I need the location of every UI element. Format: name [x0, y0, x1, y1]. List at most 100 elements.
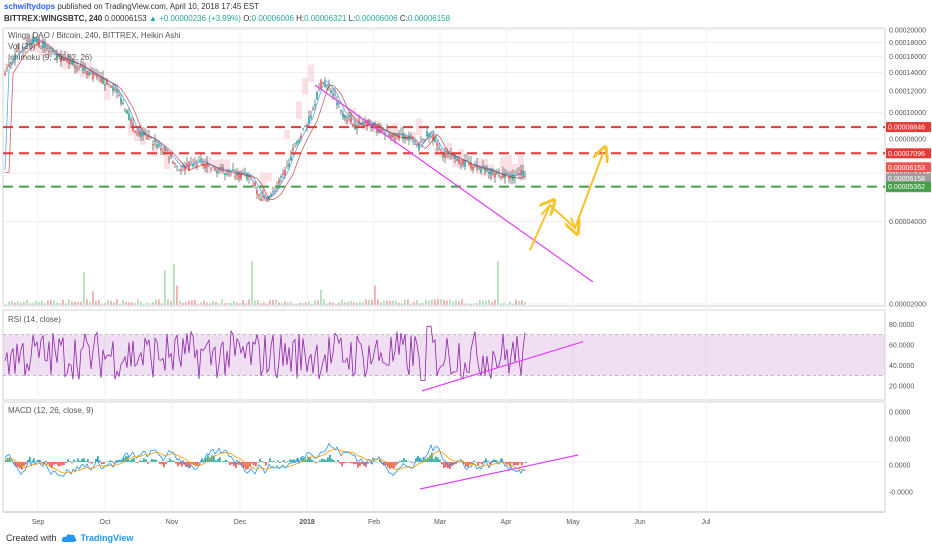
macd-histogram-bar — [149, 461, 151, 462]
rsi-legend[interactable]: RSI (14, close) — [8, 315, 61, 324]
macd-histogram-bar — [99, 460, 101, 462]
volume-bar — [320, 289, 322, 305]
macd-histogram-bar — [155, 459, 157, 462]
volume-bar — [152, 301, 154, 305]
candle-body — [432, 133, 434, 141]
macd-histogram-bar — [189, 462, 191, 468]
volume-legend[interactable]: Vol (20) — [8, 42, 36, 51]
macd-histogram-bar — [221, 461, 223, 463]
candle-body — [204, 164, 206, 169]
macd-histogram-bar — [513, 462, 515, 466]
candle-body — [388, 134, 390, 137]
volume-bar — [206, 302, 208, 305]
volume-bar — [116, 299, 118, 305]
macd-histogram-bar — [47, 462, 49, 465]
volume-bar — [56, 302, 58, 305]
volume-bar — [329, 302, 331, 305]
candle-body — [214, 168, 216, 171]
candle-body — [40, 48, 42, 50]
macd-histogram-bar — [167, 460, 169, 462]
macd-histogram-bar — [205, 457, 207, 462]
rsi-pane — [3, 325, 885, 392]
rsi-y-tick: 80.0000 — [889, 322, 914, 329]
volume-bar — [503, 302, 505, 305]
main-pane-title[interactable]: Wings DAO / Bitcoin, 240, BITTREX, Heiki… — [8, 31, 181, 40]
candle-body — [466, 160, 468, 162]
volume-bar — [17, 301, 19, 305]
volume-bar — [5, 303, 7, 305]
macd-line — [4, 442, 526, 477]
macd-histogram-bar — [197, 462, 199, 465]
candle-body — [300, 135, 302, 139]
author-link[interactable]: schwiftydops — [4, 2, 56, 11]
arrowhead-down — [571, 218, 575, 228]
candle-body — [156, 144, 158, 148]
volume-bar — [374, 285, 376, 305]
macd-histogram-bar — [471, 462, 473, 464]
price-pane — [3, 33, 885, 305]
macd-histogram-bar — [223, 460, 225, 462]
ichimoku-cloud-segment — [506, 155, 512, 177]
macd-histogram-bar — [409, 461, 411, 462]
candle-body — [124, 110, 126, 112]
candle-body — [290, 156, 292, 161]
candle-body — [374, 123, 376, 128]
candle-body — [460, 163, 462, 166]
x-tick-label: Feb — [368, 519, 380, 526]
macd-histogram-bar — [123, 457, 125, 462]
volume-bar — [461, 299, 463, 305]
tradingview-brand[interactable]: TradingView — [80, 533, 134, 543]
ichimoku-cloud-segment — [104, 86, 110, 101]
x-tick-label: Jun — [634, 519, 645, 526]
volume-bar — [92, 291, 94, 305]
volume-bar — [200, 302, 202, 305]
descending-trendline — [314, 84, 594, 283]
macd-histogram-bar — [71, 462, 73, 464]
candle-body — [436, 142, 438, 146]
macd-histogram-bar — [49, 462, 51, 467]
candle-body — [246, 173, 248, 180]
candle-body — [226, 173, 228, 175]
candle-body — [396, 133, 398, 135]
volume-bar — [317, 300, 319, 305]
macd-histogram-bar — [369, 461, 371, 463]
macd-histogram-bar — [179, 462, 181, 465]
macd-histogram-bar — [81, 458, 83, 462]
macd-histogram-bar — [395, 462, 397, 466]
macd-histogram-bar — [287, 461, 289, 462]
candle-body — [240, 172, 242, 179]
macd-histogram-bar — [279, 462, 281, 464]
candle-body — [140, 131, 142, 137]
macd-histogram-bar — [177, 462, 179, 467]
macd-histogram-bar — [335, 462, 337, 463]
macd-histogram-bar — [135, 462, 137, 463]
macd-histogram-bar — [507, 462, 509, 464]
candle-body — [90, 73, 92, 74]
volume-bar — [398, 302, 400, 305]
macd-legend[interactable]: MACD (12, 26, close, 9) — [8, 406, 94, 415]
macd-histogram-bar — [317, 462, 319, 463]
volume-bar — [287, 302, 289, 305]
volume-bar — [233, 301, 235, 305]
macd-histogram-bar — [361, 462, 363, 465]
candle-body — [244, 171, 246, 173]
volume-bar — [197, 303, 199, 305]
ichimoku-legend[interactable]: Ichimoku (9, 26, 52, 26) — [8, 53, 93, 62]
macd-histogram-bar — [313, 461, 315, 462]
ichimoku-cloud-segment — [284, 129, 290, 140]
macd-histogram-bar — [39, 459, 41, 462]
candle-body — [106, 79, 108, 86]
macd-histogram-bar — [459, 462, 461, 463]
candle-body — [366, 119, 368, 127]
candle-body — [292, 147, 294, 151]
volume-bar — [419, 303, 421, 305]
symbol-name[interactable]: BITTREX:WINGSBTC, 240 — [4, 14, 103, 23]
macd-histogram-bar — [85, 460, 87, 462]
macd-histogram-bar — [351, 462, 353, 464]
candle-body — [42, 42, 44, 49]
volume-bar — [20, 303, 22, 305]
macd-histogram-bar — [93, 462, 95, 463]
candle-body — [110, 85, 112, 88]
candle-body — [420, 140, 422, 143]
